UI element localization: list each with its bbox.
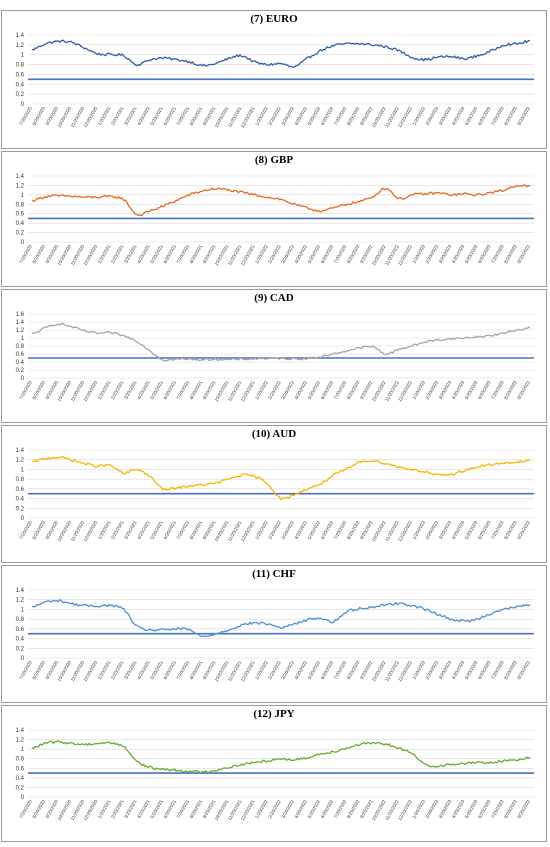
chart-panel: (9) CAD 0 0.2 0.4 0.6 0.8 1 1.2 1.4 1.6 7/20/2020 8…	[1, 289, 547, 423]
series-line	[31, 184, 531, 217]
chart-panel: (10) AUD 0 0.2 0.4 0.6 0.8 1 1.2 1.4 7/20/2020 8/2…	[1, 425, 547, 563]
chart-plot: 00.20.40.60.811.21.47/20/20208/20/20209/…	[16, 33, 534, 128]
chart-panel: (11) CHF 0 0.2 0.4 0.6 0.8 1 1.2 1.4 7/20/2020 8/2…	[1, 565, 547, 703]
y-tick-label: 0.4	[16, 221, 25, 227]
y-tick-label: 1	[21, 467, 25, 473]
chart-plot: 00.20.40.60.811.21.47/20/20208/20/20209/…	[16, 588, 534, 682]
y-tick-label: 0.8	[16, 202, 25, 208]
y-tick-label: 0	[21, 656, 25, 662]
y-tick-label: 1.2	[16, 598, 25, 604]
y-tick-label: 1.4	[16, 588, 25, 594]
chart-panel: (8) GBP 0 0.2 0.4 0.6 0.8 1 1.2 1.4 7/20/2020 8/20…	[1, 151, 547, 287]
chart-title: (9) CAD	[254, 292, 294, 304]
chart-plot: 00.20.40.60.811.21.47/20/20208/20/20209/…	[16, 448, 534, 542]
y-tick-label: 0	[21, 376, 25, 382]
y-tick-label: 1	[21, 193, 25, 199]
y-tick-label: 0.2	[16, 785, 25, 791]
x-tick-label: 9/20/2023	[516, 106, 531, 127]
y-tick-label: 0.6	[16, 352, 25, 358]
y-tick-label: 1	[21, 53, 25, 59]
chart-title: (11) CHF	[252, 568, 296, 580]
y-tick-label: 0.2	[16, 368, 25, 374]
y-tick-label: 0.8	[16, 344, 25, 350]
y-tick-label: 1.4	[16, 33, 25, 39]
y-tick-label: 0.2	[16, 92, 25, 98]
y-tick-label: 0.6	[16, 212, 25, 218]
y-tick-label: 0.4	[16, 360, 25, 366]
y-tick-label: 1.4	[16, 320, 25, 326]
y-tick-label: 1.2	[16, 738, 25, 744]
y-tick-label: 0	[21, 795, 25, 801]
y-tick-label: 1.2	[16, 43, 25, 49]
y-tick-label: 1	[21, 607, 25, 613]
series-line	[31, 39, 531, 68]
series-line	[31, 456, 531, 501]
y-tick-label: 0.2	[16, 231, 25, 237]
y-tick-label: 0.6	[16, 627, 25, 633]
y-tick-label: 1	[21, 336, 25, 342]
x-tick-label: 9/20/2023	[516, 244, 531, 265]
y-tick-label: 1.6	[16, 312, 25, 318]
chart-title: (10) AUD	[251, 428, 297, 440]
chart-plot: 00.20.40.60.811.21.47/20/20208/20/20209/…	[16, 174, 534, 266]
chart-title: (12) JPY	[253, 708, 295, 720]
y-tick-label: 0.4	[16, 82, 25, 88]
chart-panel: (12) JPY 0 0.2 0.4 0.6 0.8 1 1.2 1.4 7/20/2020 8/2…	[1, 705, 547, 842]
chart-title: (7) EURO	[250, 13, 298, 25]
chart-panel: (7) EURO 0 0.2 0.4 0.6 0.8 1 1.2 1.4 7/20/2020 8/2…	[1, 10, 547, 149]
y-tick-label: 1.2	[16, 328, 25, 334]
y-tick-label: 0.8	[16, 757, 25, 763]
chart-plot: 00.20.40.60.811.21.41.67/20/20208/20/202…	[16, 312, 534, 402]
series-line	[31, 740, 531, 774]
y-tick-label: 0.6	[16, 72, 25, 78]
y-tick-label: 1.2	[16, 183, 25, 189]
y-tick-label: 0	[21, 102, 25, 108]
series-line	[31, 599, 531, 638]
y-tick-label: 0.4	[16, 637, 25, 643]
x-tick-label: 9/20/2023	[516, 380, 531, 401]
y-tick-label: 1.4	[16, 174, 25, 180]
y-tick-label: 0	[21, 516, 25, 522]
y-tick-label: 0.2	[16, 506, 25, 512]
x-tick-label: 9/20/2023	[516, 520, 531, 541]
y-tick-label: 0.4	[16, 776, 25, 782]
y-tick-label: 0.8	[16, 63, 25, 69]
series-line	[31, 322, 531, 362]
x-tick-label: 9/20/2023	[516, 660, 531, 681]
y-tick-label: 0.8	[16, 617, 25, 623]
y-tick-label: 1.2	[16, 458, 25, 464]
y-tick-label: 0.6	[16, 487, 25, 493]
y-tick-label: 0	[21, 240, 25, 246]
y-tick-label: 1.4	[16, 728, 25, 734]
y-tick-label: 0.2	[16, 646, 25, 652]
y-tick-label: 1	[21, 747, 25, 753]
chart-plot: 00.20.40.60.811.21.47/20/20208/20/20209/…	[16, 728, 534, 821]
chart-title: (8) GBP	[254, 154, 294, 166]
y-tick-label: 0.8	[16, 477, 25, 483]
y-tick-label: 0.6	[16, 766, 25, 772]
y-tick-label: 0.4	[16, 497, 25, 503]
x-tick-label: 9/20/2023	[516, 799, 531, 820]
y-tick-label: 1.4	[16, 448, 25, 454]
